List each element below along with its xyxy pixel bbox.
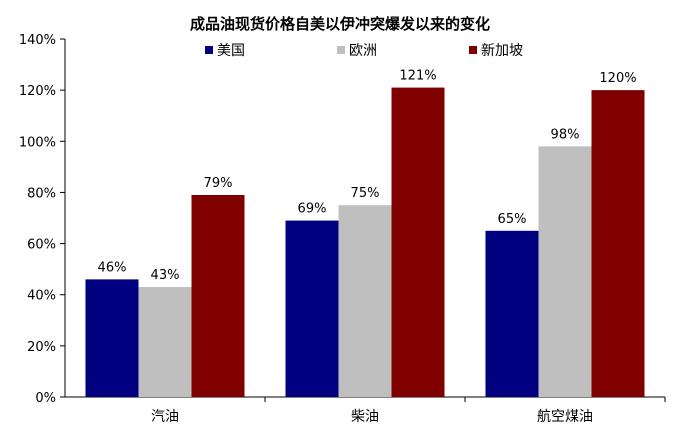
- bar: [391, 87, 445, 397]
- bar: [191, 194, 245, 397]
- x-tick-label: 柴油: [351, 409, 379, 425]
- bars: 46% 43% 79% 69% 75% 121% 65% 98% 120%: [85, 69, 645, 398]
- legend-label: 欧洲: [349, 43, 377, 59]
- data-label: 98%: [551, 127, 580, 142]
- bar: [85, 279, 139, 397]
- y-tick-label: 60%: [27, 238, 56, 253]
- bar: [485, 230, 539, 397]
- bar: [538, 146, 592, 397]
- y-tick-label: 20%: [27, 340, 56, 355]
- bar: [338, 205, 392, 397]
- legend-label: 新加坡: [481, 43, 523, 59]
- legend-label: 美国: [217, 43, 245, 59]
- data-label: 46%: [98, 260, 127, 275]
- legend-swatch: [205, 46, 213, 54]
- data-label: 65%: [498, 212, 527, 227]
- legend-swatch: [337, 46, 345, 54]
- data-label: 69%: [298, 202, 327, 217]
- axes: 0% 20% 40% 60% 80% 100% 120% 140% 汽油 柴油 航空煤油: [19, 33, 666, 425]
- bar: [591, 90, 645, 398]
- x-tick-label: 航空煤油: [537, 409, 593, 425]
- x-tick-label: 汽油: [151, 409, 179, 425]
- bar: [285, 220, 339, 397]
- data-label: 120%: [599, 71, 636, 86]
- data-label: 121%: [399, 69, 436, 84]
- bar: [138, 287, 192, 397]
- data-label: 43%: [151, 268, 180, 283]
- data-label: 79%: [204, 176, 233, 191]
- data-label: 75%: [351, 186, 380, 201]
- y-tick-label: 0%: [35, 391, 56, 406]
- legend-swatch: [469, 46, 477, 54]
- y-tick-label: 120%: [19, 84, 56, 99]
- y-tick-label: 140%: [19, 33, 56, 48]
- chart-title: 成品油现货价格自美以伊冲突爆发以来的变化: [190, 15, 490, 33]
- y-tick-label: 100%: [19, 135, 56, 150]
- y-tick-label: 80%: [27, 186, 56, 201]
- y-tick-label: 40%: [27, 289, 56, 304]
- legend: 美国 欧洲 新加坡: [205, 43, 523, 59]
